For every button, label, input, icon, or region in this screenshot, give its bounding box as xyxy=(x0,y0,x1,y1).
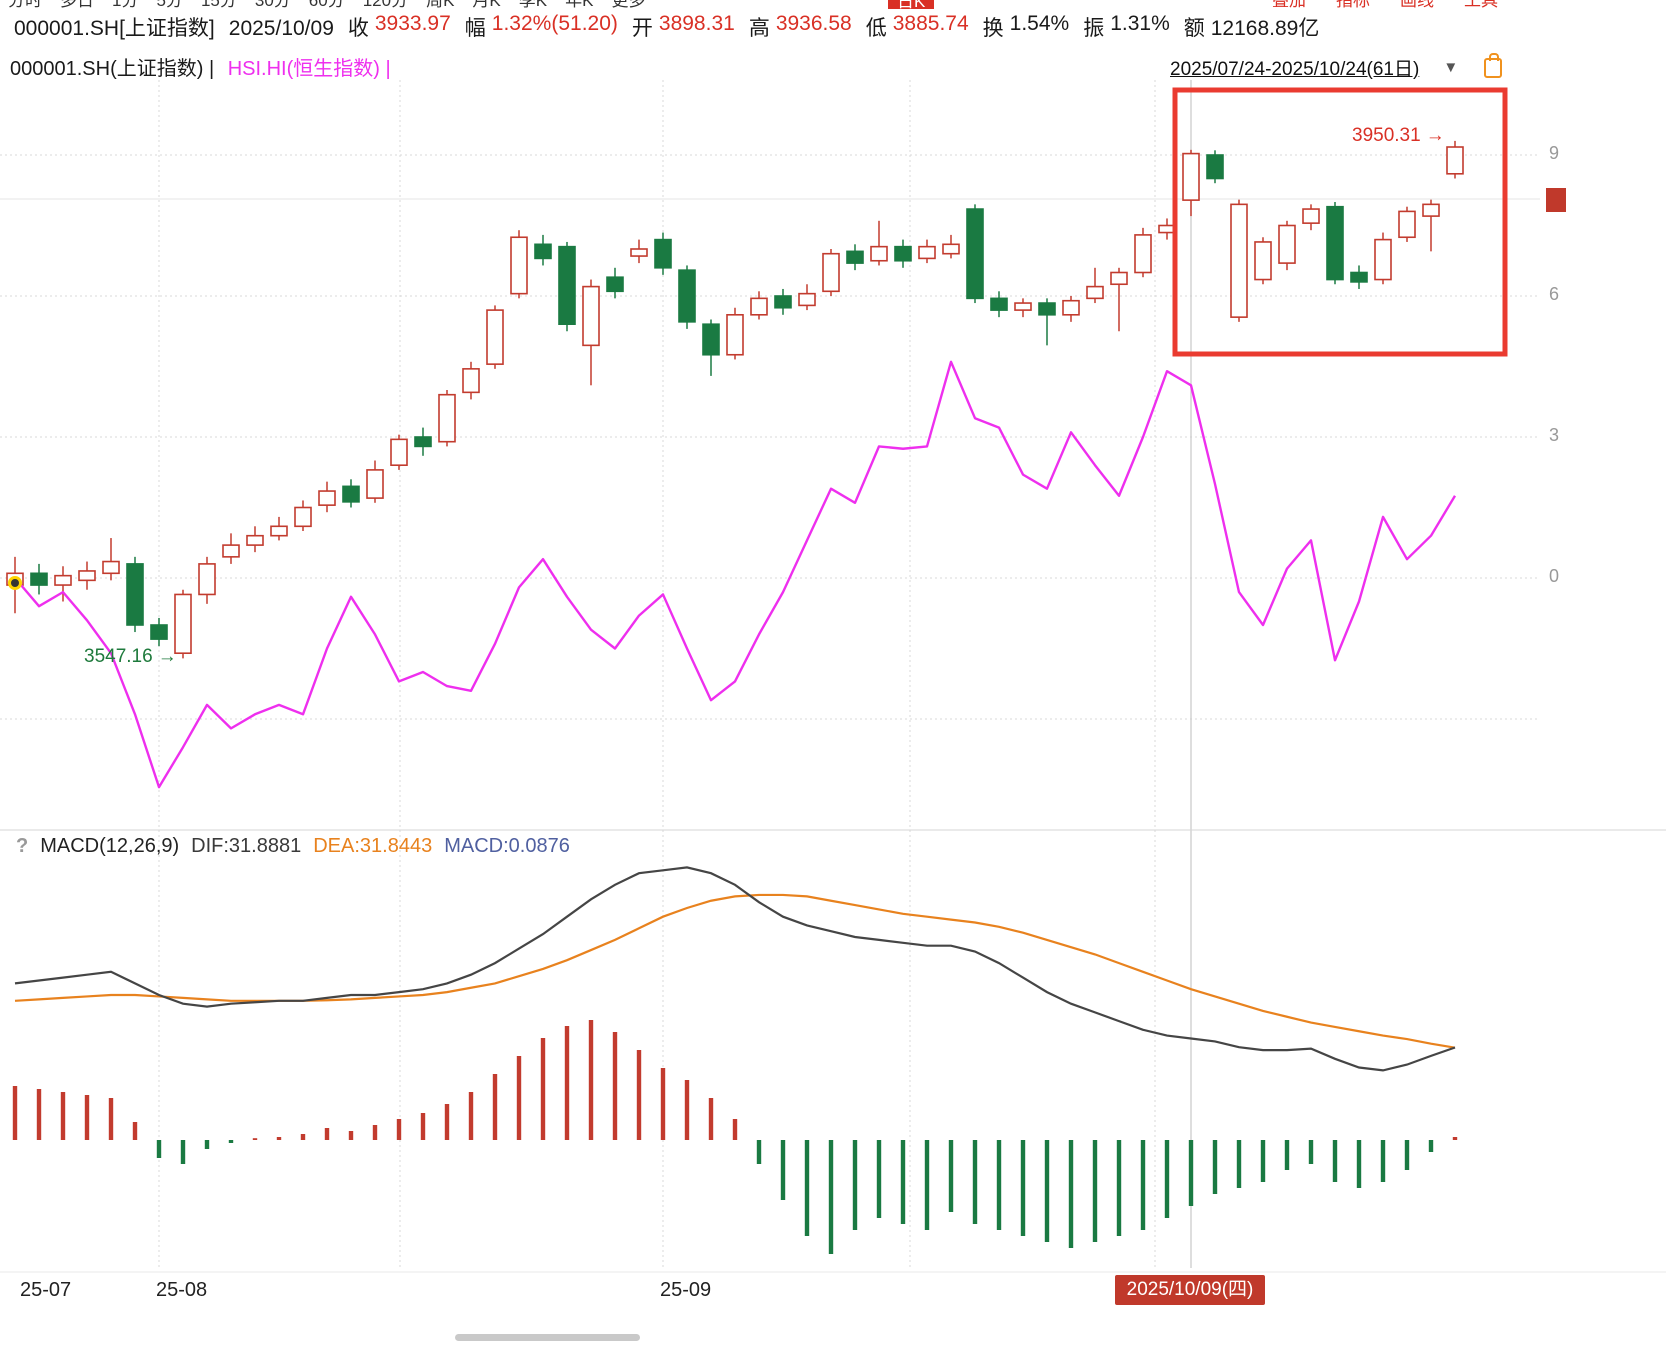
quote-field: 低 3885.74 xyxy=(865,12,969,40)
tab-item[interactable]: 月K xyxy=(472,0,500,9)
quote-field: 额 12168.89亿 xyxy=(1183,17,1320,40)
macd-lines-layer xyxy=(14,866,1456,1072)
macd-dif-value: DIF:31.8881 xyxy=(191,835,302,857)
tab-item[interactable]: 周K xyxy=(426,0,454,9)
horizontal-scrollbar[interactable] xyxy=(455,1334,640,1341)
tab-tool-item[interactable]: 叠加 xyxy=(1272,0,1306,9)
y-axis-label: 9 xyxy=(1549,143,1560,163)
tab-tool-item[interactable]: 画线 xyxy=(1400,0,1434,9)
quote-field: 2025/10/09 xyxy=(228,17,334,40)
macd-macd-value: MACD:0.0876 xyxy=(444,835,570,857)
quote-field: 收 3933.97 xyxy=(347,12,451,40)
tab-item[interactable]: 30分 xyxy=(255,0,291,9)
tab-item[interactable]: 120分 xyxy=(363,0,408,9)
right-arrow-icon: → xyxy=(1425,125,1445,146)
tab-item[interactable]: 15分 xyxy=(201,0,237,9)
quote-field: 000001.SH[上证指数] xyxy=(14,17,215,40)
low-price-annotation: 3547.16 → xyxy=(84,646,177,667)
chart-legend: 000001.SH(上证指数) | HSI.HI(恒生指数) | xyxy=(10,52,391,81)
selected-date-badge: 2025/10/09(四) xyxy=(1115,1275,1265,1305)
date-range-selector: 2025/07/24-2025/10/24(61日) ▼ xyxy=(1170,52,1503,81)
quote-field: 幅 1.32%(51.20) xyxy=(464,12,618,40)
tab-item[interactable]: 更多 xyxy=(611,0,645,9)
candlestick-layer xyxy=(6,140,1464,659)
tab-item[interactable]: 年K xyxy=(565,0,593,9)
tab-list: 分时 多日 1分 5分 15分 30分 60分 120分 周K 月K 季K 年K 更多 xyxy=(8,0,645,9)
tab-item[interactable]: 1分 xyxy=(112,0,138,9)
high-price-annotation: 3950.31 → xyxy=(1352,125,1445,146)
chevron-down-icon[interactable]: ▼ xyxy=(1443,59,1459,76)
overlay-line-layer xyxy=(14,360,1457,789)
quote-info-bar: 000001.SH[上证指数] 2025/10/09 收 3933.97 幅 1.32%(… xyxy=(14,12,1319,42)
date-range-label[interactable]: 2025/07/24-2025/10/24(61日) xyxy=(1170,59,1420,80)
quote-field: 开 3898.31 xyxy=(631,12,735,40)
macd-dea-value: DEA:31.8443 xyxy=(313,835,433,857)
y-axis-label: 3 xyxy=(1549,425,1560,445)
tab-item[interactable]: 分时 xyxy=(8,0,42,9)
tab-right-list: 叠加 指标 画线 工具 xyxy=(1272,0,1498,9)
y-axis-label: 6 xyxy=(1549,284,1560,304)
tab-item[interactable]: 5分 xyxy=(156,0,182,9)
tab-tool-item[interactable]: 工具 xyxy=(1464,0,1498,9)
decoration-layer xyxy=(8,87,1566,590)
tab-item[interactable]: 季K xyxy=(519,0,547,9)
tab-item[interactable]: 60分 xyxy=(309,0,345,9)
tab-item-selected[interactable]: 日K xyxy=(888,0,935,9)
top-tab-bar: 分时 多日 1分 5分 15分 30分 60分 120分 周K 月K 季K 年K 更多 日K 叠加 指标 画… xyxy=(0,0,1666,9)
x-axis-label: 25-08 xyxy=(156,1279,208,1301)
x-axis-label: 25-09 xyxy=(660,1279,712,1301)
lock-icon[interactable] xyxy=(1484,52,1503,78)
macd-histogram-layer xyxy=(12,1020,1458,1254)
legend-overlay-series[interactable]: HSI.HI(恒生指数) | xyxy=(227,58,391,80)
macd-title: MACD(12,26,9) xyxy=(40,835,180,857)
help-icon[interactable]: ? xyxy=(16,835,29,857)
macd-header: ? MACD(12,26,9) DIF:31.8881 DEA:31.8443 … xyxy=(16,835,570,858)
y-axis-label: 0 xyxy=(1549,566,1560,586)
quote-field: 高 3936.58 xyxy=(748,12,852,40)
x-axis-label: 25-07 xyxy=(20,1279,72,1301)
quote-field: 振 1.31% xyxy=(1083,12,1170,40)
quote-field: 换 1.54% xyxy=(982,12,1070,40)
tab-item[interactable]: 多日 xyxy=(60,0,94,9)
legend-main-series[interactable]: 000001.SH(上证指数) | xyxy=(10,58,215,80)
right-arrow-icon: → xyxy=(157,646,177,667)
tab-tool-item[interactable]: 指标 xyxy=(1336,0,1370,9)
grid-layer xyxy=(0,80,1666,1273)
